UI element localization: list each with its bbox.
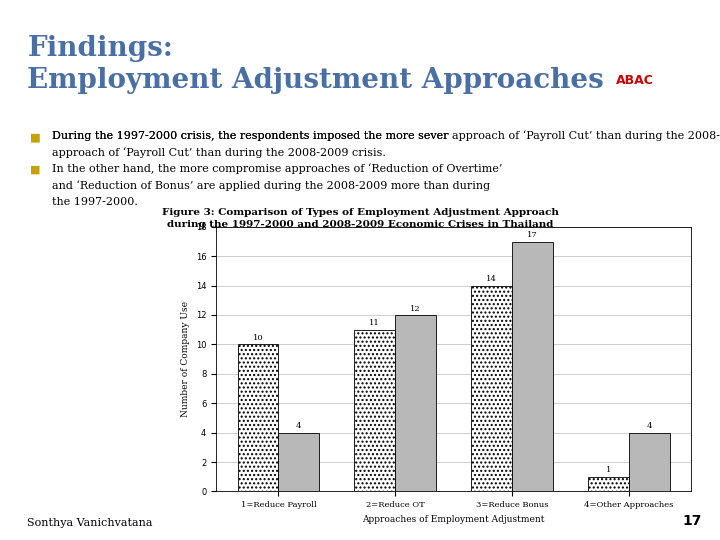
Text: and ‘Reduction of Bonus’ are applied during the 2008-2009 more than during: and ‘Reduction of Bonus’ are applied dur… xyxy=(52,180,490,191)
Text: Figure 3: Comparison of Types of Employment Adjustment Approach: Figure 3: Comparison of Types of Employm… xyxy=(161,208,559,217)
Bar xyxy=(629,433,670,491)
Bar xyxy=(395,315,436,491)
Text: ■: ■ xyxy=(30,165,41,175)
Text: 11: 11 xyxy=(369,320,380,327)
Text: 14: 14 xyxy=(486,275,497,284)
Bar xyxy=(471,286,512,491)
Text: During the 1997-2000 crisis, the respondents imposed the more sever approach of : During the 1997-2000 crisis, the respond… xyxy=(52,131,720,141)
Text: 4: 4 xyxy=(647,422,652,430)
Text: 4: 4 xyxy=(296,422,302,430)
Y-axis label: Number of Company Use: Number of Company Use xyxy=(181,301,190,417)
Text: during the 1997-2000 and 2008-2009 Economic Crises in Thailand: during the 1997-2000 and 2008-2009 Econo… xyxy=(167,220,553,229)
Text: ■: ■ xyxy=(30,132,41,143)
Text: Employment Adjustment Approaches: Employment Adjustment Approaches xyxy=(27,68,604,94)
Text: 1: 1 xyxy=(606,467,611,475)
Text: Findings:: Findings: xyxy=(27,35,174,62)
Text: 17: 17 xyxy=(527,231,538,239)
Bar xyxy=(238,345,279,491)
Text: ABAC: ABAC xyxy=(616,73,654,87)
Text: 10: 10 xyxy=(253,334,264,342)
Bar xyxy=(354,330,395,491)
X-axis label: Approaches of Employment Adjustment: Approaches of Employment Adjustment xyxy=(362,515,545,524)
Text: approach of ‘Payroll Cut’ than during the 2008-2009 crisis.: approach of ‘Payroll Cut’ than during th… xyxy=(52,147,386,158)
Text: ■: ■ xyxy=(30,132,41,143)
Text: 12: 12 xyxy=(410,305,421,313)
Text: 17: 17 xyxy=(683,514,702,528)
Text: In the other hand, the more compromise approaches of ‘Reduction of Overtime’: In the other hand, the more compromise a… xyxy=(52,163,503,174)
Bar xyxy=(279,433,320,491)
Text: During the 1997-2000 crisis, the respondents imposed the more sever: During the 1997-2000 crisis, the respond… xyxy=(52,131,449,141)
Bar xyxy=(588,477,629,491)
Text: Sonthya Vanichvatana: Sonthya Vanichvatana xyxy=(27,518,153,528)
Bar xyxy=(512,241,553,491)
Text: the 1997-2000.: the 1997-2000. xyxy=(52,197,138,207)
